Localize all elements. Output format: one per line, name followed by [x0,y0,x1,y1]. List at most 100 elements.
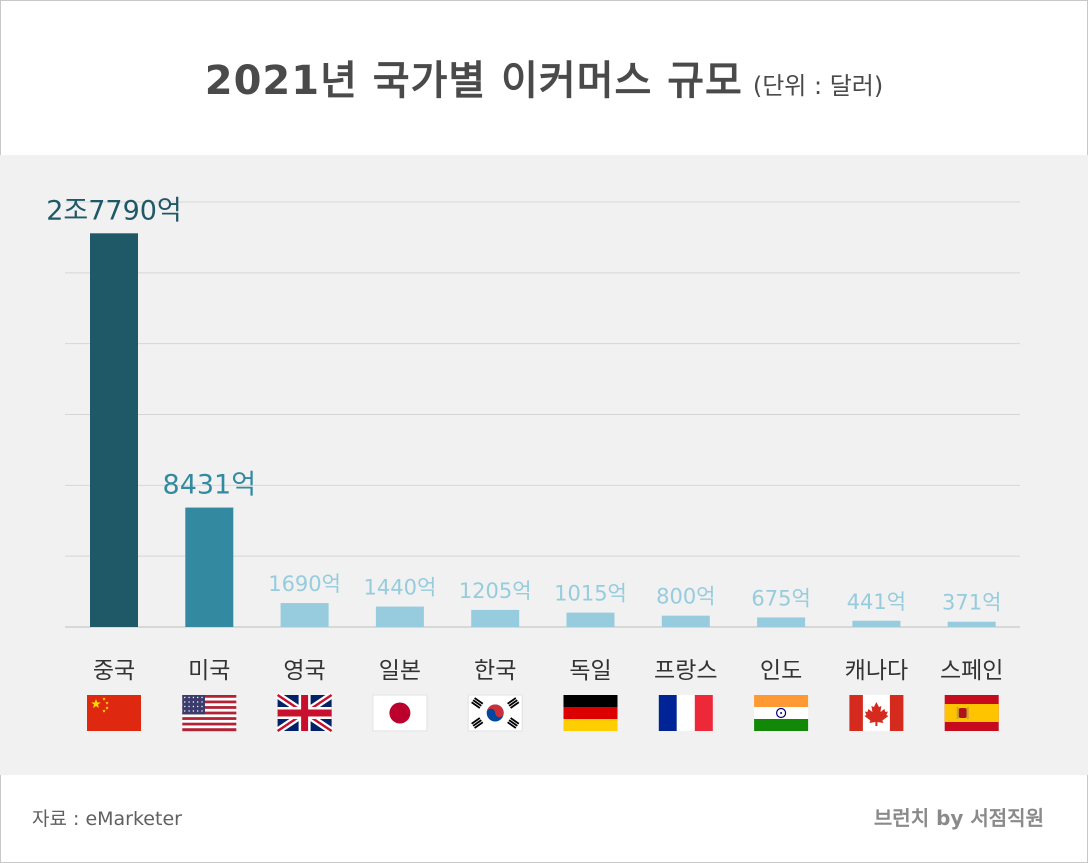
flag-star [201,710,203,712]
flag-band [658,695,677,731]
flag-bar [507,697,517,705]
flag-star [192,701,195,703]
flag-stripe [182,728,237,732]
flag-star [184,705,186,708]
flag-stripe [182,714,237,718]
flag-bar [510,717,520,725]
category-label: 영국 [283,658,325,684]
flag-stripe [182,695,237,698]
bar-china [90,233,138,627]
flag-star [192,696,195,699]
data-label: 1205억 [459,579,532,603]
flag-bar [472,719,482,727]
flag-stripe [182,708,237,712]
plot-area: 2조7790억 중국 8431억 미국 1690억 영국 1440억 일본 1205억 한국 101… [0,155,1088,775]
bar-canada [852,620,901,627]
flag-bar [474,721,484,729]
bar-uk [280,603,329,627]
category-label: 독일 [569,658,611,684]
flag-band [849,695,863,731]
flag-bar [508,719,518,727]
flag-band [563,707,618,719]
bar-germany [566,612,615,627]
flag-star [197,696,199,699]
data-label: 1440억 [364,576,437,600]
spain-flag-icon [944,695,999,731]
flag-star [105,706,109,710]
flag-band [889,695,904,731]
unit-label: (단위 : 달러) [752,72,884,100]
data-label: 675억 [751,586,810,610]
flag-band [754,695,809,707]
flag-band [563,695,618,707]
bar-india [757,617,806,627]
flag-cross-red [277,709,332,717]
bar-spain [947,621,996,627]
flag-bar [472,699,482,707]
flag-star [102,709,106,713]
flag-band [754,719,809,731]
flag-star [201,701,203,703]
flag-bar [508,699,518,707]
flag-band [944,704,999,722]
japan-flag-icon [372,694,428,732]
flag-star [184,710,186,712]
flag-band [694,695,713,731]
canada-flag-icon [849,695,904,731]
flag-star [197,710,199,712]
flag-stripe [182,706,237,710]
flag-pillar [956,707,959,719]
data-label: 1690억 [268,572,341,596]
data-label: 2조7790억 [46,195,182,226]
usa-flag-icon [182,695,237,732]
flag-trigram [507,717,520,729]
flag-star [188,705,190,708]
data-label: 441억 [847,590,906,614]
category-label: 중국 [93,658,135,684]
source-note: 자료 : eMarketer [32,808,182,830]
chart-title: 2021년 국가별 이커머스 규모 [204,58,743,104]
flag-band [563,719,618,731]
flag-bar [507,721,517,729]
flag-star [184,701,186,703]
flag-chakra-hub [780,712,783,714]
china-flag-icon [87,695,141,731]
bar-france [661,615,710,627]
flag-stripe [182,697,237,701]
flag-bar [471,717,481,725]
bar-japan [375,606,424,627]
flag-stripe [182,719,237,723]
flag-taegeuk-red [486,704,504,718]
india-flag-icon [754,695,809,731]
korea-flag-icon [467,694,523,732]
flag-trigram [471,717,484,729]
flag-star [102,697,106,701]
flag-field [87,695,141,731]
flag-chakra [775,707,787,719]
flag-bar [474,697,484,705]
category-label: 일본 [379,658,421,684]
flag-coat-of-arms [958,708,967,718]
category-label: 한국 [474,658,516,684]
flag-star [188,701,190,703]
flag-star [188,696,190,699]
flag-stripe [182,703,237,707]
flag-stripe [182,722,237,726]
data-label: 371억 [942,591,1001,615]
flag-bar [471,701,481,709]
brand-credit: 브런치 by 서점직원 [873,806,1044,830]
flag-stripe [182,725,237,729]
flag-pillar [966,707,969,719]
flag-stripe [182,711,237,715]
flag-star [184,696,186,699]
flag-trigram [507,697,520,709]
france-flag-icon [658,695,713,731]
flag-maple-leaf [864,702,889,726]
uk-flag-icon [275,692,334,734]
flag-star [192,710,195,712]
flag-trigram [471,697,484,709]
flag-stripe [182,717,237,721]
data-label: 8431억 [163,470,257,501]
bar-usa [185,507,234,627]
